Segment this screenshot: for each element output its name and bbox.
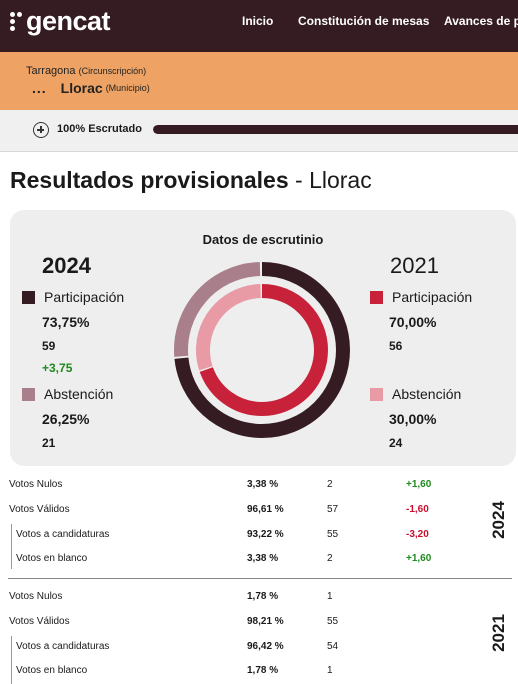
row-num: 1 (327, 665, 333, 676)
row-pct: 93,22 % (247, 529, 284, 540)
row-diff: +1,60 (406, 479, 432, 490)
progress-text: 100% Escrutado (57, 123, 142, 135)
table-year-2021: 2021 (489, 614, 508, 652)
municipio-name: Llorac (60, 80, 103, 96)
progress-bar-fill (153, 125, 518, 134)
circunscripcion-label: (Circunscripción) (78, 66, 147, 76)
legend-label: Participación (392, 289, 473, 305)
participation-donut-chart (174, 262, 350, 438)
abstencion-2021-pct: 30,00% (389, 411, 437, 427)
page-title: Resultados provisionales - Llorac (10, 167, 372, 194)
row-num: 2 (327, 553, 333, 564)
year-2021: 2021 (390, 253, 439, 278)
table-row: Votos en blanco 1,78 % 1 (0, 665, 480, 683)
subrow-indent-line (11, 524, 12, 569)
page-title-main: Resultados provisionales (10, 167, 289, 193)
row-label: Votos Válidos (9, 504, 70, 515)
year-2024: 2024 (42, 253, 91, 278)
row-num: 1 (327, 591, 333, 602)
table-row: Votos Nulos 1,78 % 1 (0, 591, 480, 609)
gencat-logo-icon (10, 11, 22, 31)
escrutinio-progress: 100% Escrutado (0, 110, 518, 152)
row-label: Votos en blanco (16, 665, 88, 676)
row-pct: 3,38 % (247, 553, 279, 564)
row-pct: 96,42 % (247, 641, 284, 652)
legend-label: Abstención (392, 386, 462, 402)
circunscripcion-name: Tarragona (26, 65, 76, 77)
table-row: Votos a candidaturas 93,22 % 55 -3,20 (0, 529, 480, 547)
municipio-line: ... Llorac (Municipio) (32, 80, 150, 96)
row-pct: 3,38 % (247, 479, 279, 490)
participacion-2024-pct: 73,75% (42, 314, 90, 330)
row-pct: 98,21 % (247, 616, 284, 627)
row-label: Votos Nulos (9, 479, 63, 490)
legend-abstencion-2024: Abstención (22, 386, 113, 402)
legend-participacion-2021: Participación (370, 289, 472, 305)
table-row: Votos a candidaturas 96,42 % 54 (0, 641, 480, 659)
legend-swatch (370, 290, 383, 304)
donut-outer-participation-2024 (174, 262, 350, 438)
legend-participacion-2024: Participación (22, 289, 124, 305)
participacion-2024-num: 59 (42, 339, 56, 353)
row-num: 57 (327, 504, 339, 515)
circunscripcion-line[interactable]: Tarragona (Circunscripción) (26, 65, 146, 77)
progress-bar (153, 125, 518, 134)
row-label: Votos a candidaturas (16, 641, 110, 652)
abstencion-2024-num: 21 (42, 436, 56, 450)
row-pct: 96,61 % (247, 504, 284, 515)
municipio-label: (Municipio) (105, 83, 150, 93)
row-label: Votos Válidos (9, 616, 70, 627)
row-num: 55 (327, 529, 339, 540)
row-diff: -3,20 (406, 529, 429, 540)
main-nav: Inicio Constitución de mesas Avances de … (0, 14, 518, 30)
top-navigation-bar: gencat Inicio Constitución de mesas Avan… (0, 0, 518, 52)
legend-label: Participación (44, 289, 125, 305)
table-year-2024: 2024 (489, 501, 508, 539)
participacion-2021-pct: 70,00% (389, 314, 437, 330)
card-title: Datos de escrutinio (202, 232, 324, 247)
legend-swatch (370, 387, 383, 401)
row-label: Votos en blanco (16, 553, 88, 564)
location-breadcrumb: Tarragona (Circunscripción) ... Llorac (… (0, 52, 518, 110)
page-title-municipio: - Llorac (288, 167, 372, 193)
nav-inicio[interactable]: Inicio (242, 14, 274, 28)
donut-inner-abstention-2021 (196, 284, 328, 416)
legend-swatch (22, 387, 35, 401)
participacion-2021-num: 56 (389, 339, 403, 353)
row-num: 55 (327, 616, 339, 627)
abstencion-2021-num: 24 (389, 436, 403, 450)
row-pct: 1,78 % (247, 591, 279, 602)
row-label: Votos Nulos (9, 591, 63, 602)
legend-label: Abstención (44, 386, 114, 402)
nav-avances[interactable]: Avances de pa (444, 14, 518, 28)
legend-abstencion-2021: Abstención (370, 386, 461, 402)
logo-text: gencat (26, 5, 111, 36)
row-diff: +1,60 (406, 553, 432, 564)
table-row: Votos Nulos 3,38 % 2 +1,60 (0, 479, 480, 497)
more-options-icon[interactable]: ... (32, 80, 47, 96)
row-diff: -1,60 (406, 504, 429, 515)
table-row: Votos en blanco 3,38 % 2 +1,60 (0, 553, 480, 571)
row-label: Votos a candidaturas (16, 529, 110, 540)
datos-escrutinio-card: Datos de escrutinio 2024 Participación 7… (10, 210, 516, 466)
abstencion-2024-pct: 26,25% (42, 411, 90, 427)
nav-constitucion-mesas[interactable]: Constitución de mesas (298, 14, 430, 28)
table-row: Votos Válidos 96,61 % 57 -1,60 (0, 504, 480, 522)
row-pct: 1,78 % (247, 665, 279, 676)
subrow-indent-line (11, 636, 12, 684)
legend-swatch (22, 290, 35, 304)
table-row: Votos Válidos 98,21 % 55 (0, 616, 480, 634)
table-divider (8, 578, 512, 579)
donut-inner-participation-2021 (196, 284, 328, 416)
participacion-2024-diff: +3,75 (42, 361, 73, 375)
row-num: 2 (327, 479, 333, 490)
row-num: 54 (327, 641, 339, 652)
expand-plus-icon[interactable] (33, 122, 49, 138)
gencat-logo[interactable]: gencat (10, 5, 111, 36)
